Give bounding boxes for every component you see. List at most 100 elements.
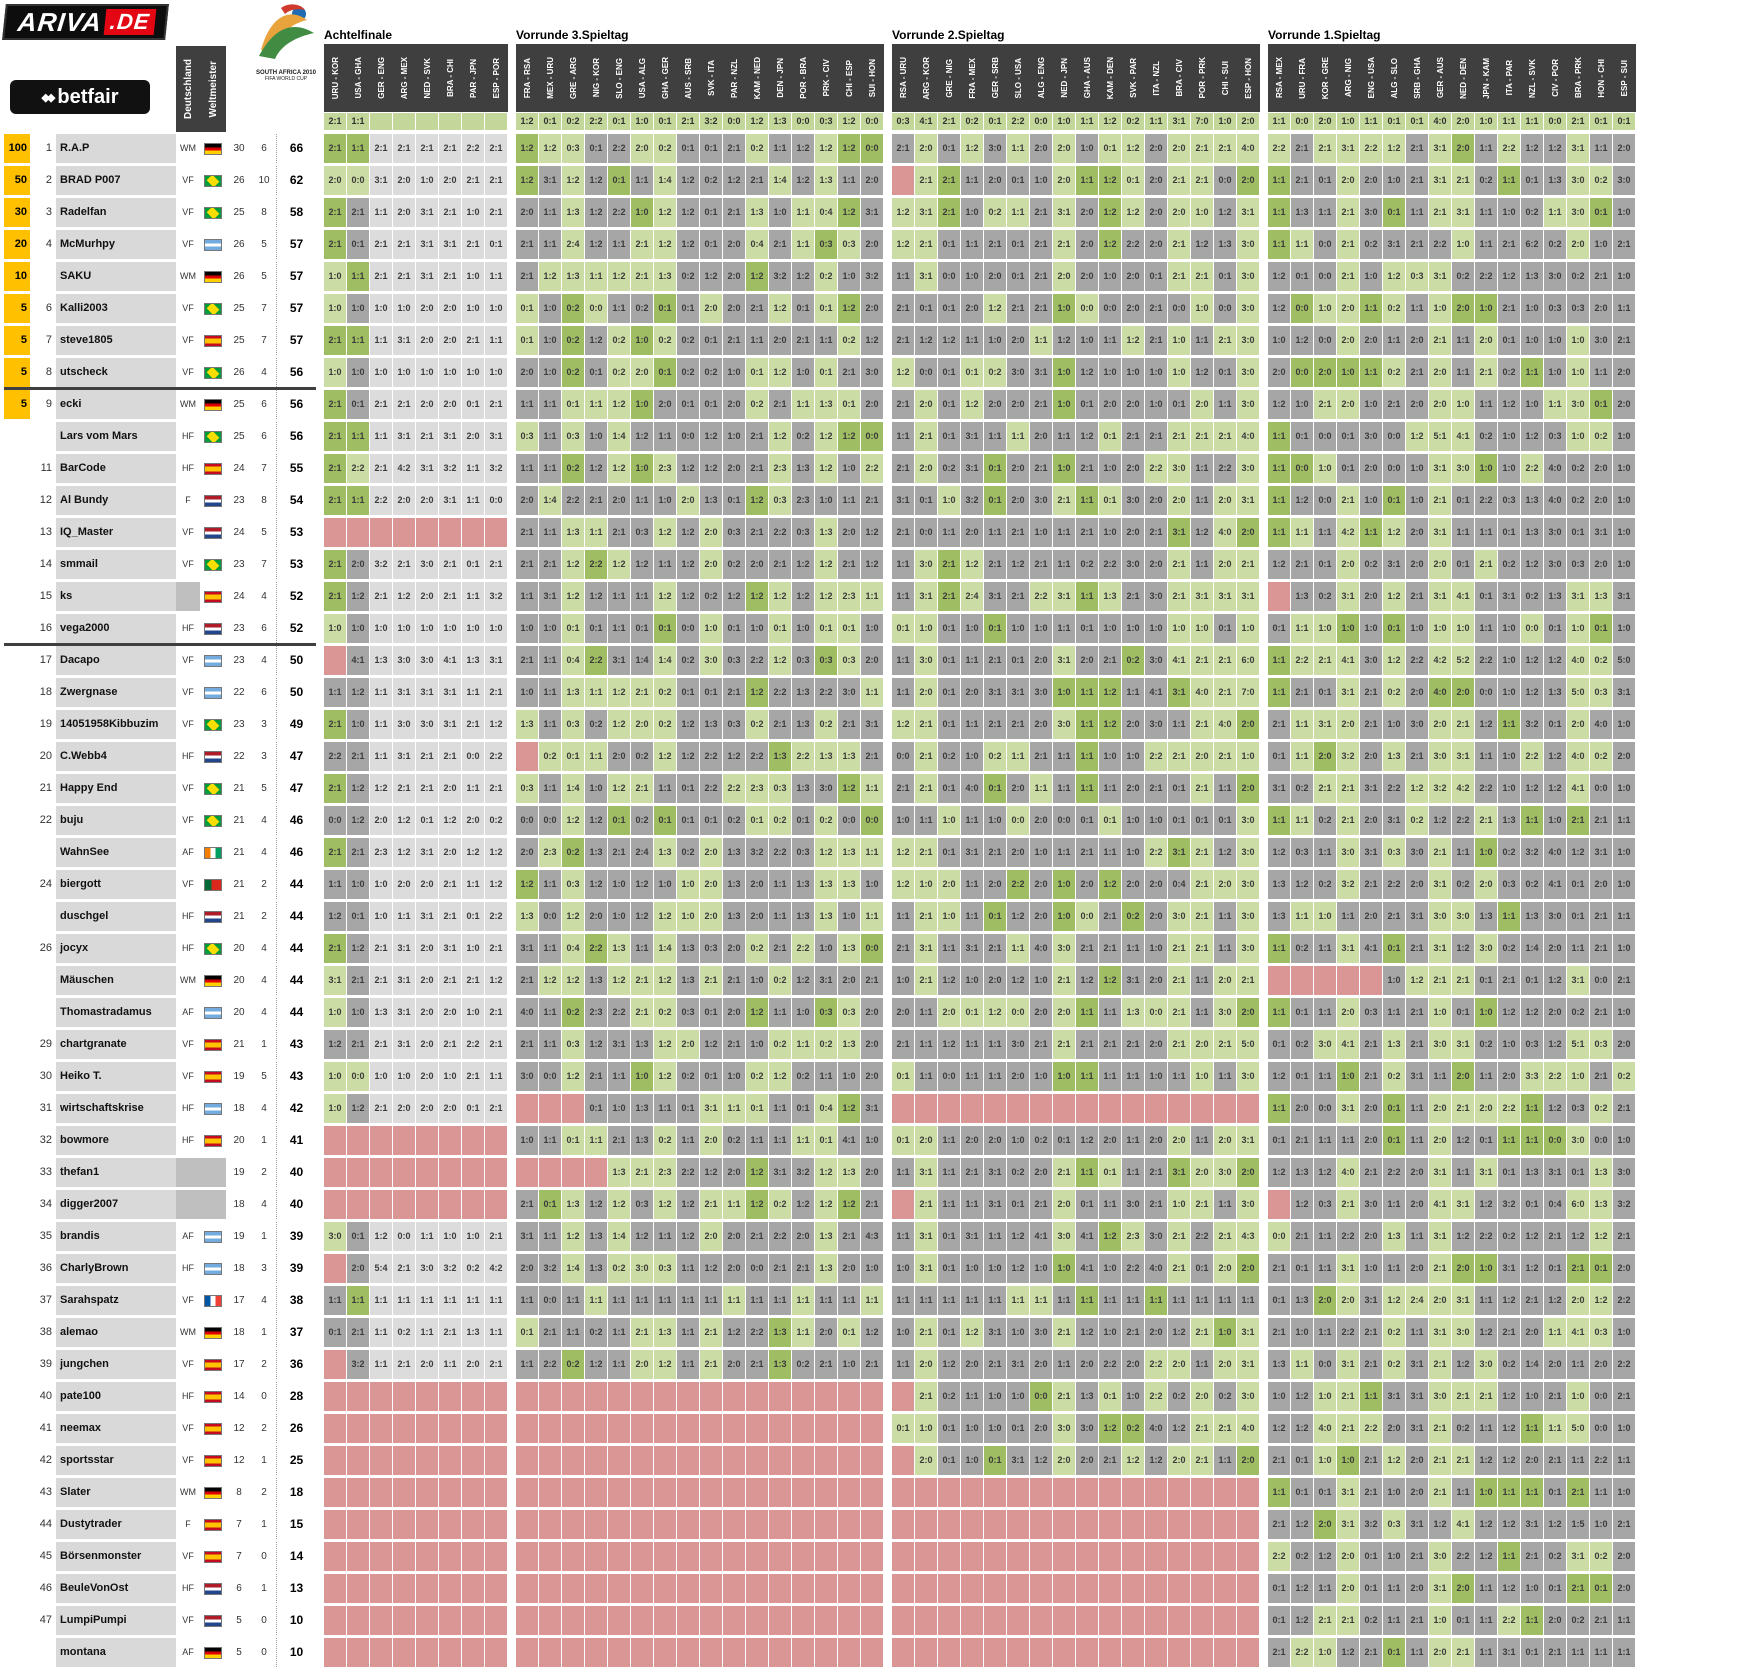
player-name[interactable]: WahnSee (56, 838, 176, 867)
player-name[interactable]: Heiko T. (56, 1062, 176, 1091)
prediction-cell (516, 1158, 538, 1187)
prediction-cell: 1:1 (585, 1126, 607, 1155)
player-name[interactable]: Lars vom Mars (56, 422, 176, 451)
player-name[interactable]: steve1805 (56, 326, 176, 355)
player-name[interactable]: Sarahspatz (56, 1286, 176, 1315)
player-name[interactable]: jungchen (56, 1350, 176, 1379)
player-name[interactable]: IQ_Master (56, 518, 176, 547)
player-name[interactable]: BarCode (56, 454, 176, 483)
prediction-cell: 1:0 (1099, 1318, 1121, 1347)
prediction-cell (370, 1638, 392, 1667)
player-name[interactable]: brandis (56, 1222, 176, 1251)
prediction-cell: 1:0 (485, 358, 507, 387)
prediction-cell: 0:2 (585, 1318, 607, 1347)
prediction-cell: 1:3 (815, 166, 837, 195)
betfair-logo[interactable]: ◆◆ betfair (10, 80, 150, 114)
player-name[interactable]: Thomastradamus (56, 998, 176, 1027)
player-name[interactable]: biergott (56, 870, 176, 899)
prediction-cell: 2:1 (769, 390, 791, 419)
player-name[interactable]: wirtschaftskrise (56, 1094, 176, 1123)
prediction-cell: 1:1 (861, 582, 883, 611)
player-name[interactable]: jocyx (56, 934, 176, 963)
player-name[interactable]: ecki (56, 390, 176, 419)
prediction-cell (1053, 1574, 1075, 1603)
prediction-cell: 1:0 (631, 390, 653, 419)
player-name[interactable]: Dacapo (56, 646, 176, 675)
player-name[interactable]: Slater (56, 1478, 176, 1507)
prediction-cell: 2:0 (1237, 1158, 1259, 1187)
prediction-cell: 1:2 (892, 230, 914, 259)
prediction-cell: 3:0 (393, 646, 415, 675)
player-name[interactable]: Zwergnase (56, 678, 176, 707)
player-name[interactable]: SAKU (56, 262, 176, 291)
player-name[interactable]: C.Webb4 (56, 742, 176, 771)
player-name[interactable]: BRAD P007 (56, 166, 176, 195)
prediction-cell: 1:1 (961, 1190, 983, 1219)
prediction-cell: 2:0 (700, 902, 722, 931)
player-name[interactable]: R.A.P (56, 134, 176, 163)
prediction-cell: 2:0 (1567, 1286, 1589, 1315)
player-name[interactable]: Dustytrader (56, 1510, 176, 1539)
player-name[interactable]: ks (56, 582, 176, 611)
prediction-cell: 3:1 (416, 454, 438, 483)
player-name[interactable]: digger2007 (56, 1190, 176, 1219)
prediction-cell: 0:3 (1590, 678, 1612, 707)
ariva-logo[interactable]: ARIVA .DE (2, 4, 169, 40)
prediction-cell: 2:1 (1590, 806, 1612, 835)
prediction-cell (516, 1094, 538, 1123)
prediction-cell (961, 1638, 983, 1667)
prediction-cell: 1:0 (1291, 1318, 1313, 1347)
player-name[interactable]: utscheck (56, 358, 176, 387)
prediction-cell: 2:1 (1191, 710, 1213, 739)
player-name[interactable]: chartgranate (56, 1030, 176, 1059)
prediction-cell: 1:2 (585, 582, 607, 611)
prediction-cell: 1:0 (585, 422, 607, 451)
player-rank: 3 (45, 206, 52, 218)
player-name[interactable]: alemao (56, 1318, 176, 1347)
player-name[interactable]: Radelfan (56, 198, 176, 227)
player-name[interactable]: BeuleVonOst (56, 1574, 176, 1603)
points-col-2: 1 (261, 1583, 267, 1594)
prediction-cell: 1:0 (1544, 806, 1566, 835)
player-name[interactable]: neemax (56, 1414, 176, 1443)
player-name[interactable]: Mäuschen (56, 966, 176, 995)
player-name[interactable]: McMurhpy (56, 230, 176, 259)
player-name[interactable]: CharlyBrown (56, 1254, 176, 1283)
player-name[interactable]: vega2000 (56, 614, 176, 643)
prediction-cell: 0:1 (585, 614, 607, 643)
prediction-cell: 1:1 (1268, 1094, 1290, 1123)
prediction-cell: 1:1 (1544, 198, 1566, 227)
prediction-cell: 0:1 (984, 902, 1006, 931)
prediction-cell: 1:3 (585, 1254, 607, 1283)
prediction-cell: 1:0 (1544, 326, 1566, 355)
player-name[interactable]: pate100 (56, 1382, 176, 1411)
player-name[interactable]: Al Bundy (56, 486, 176, 515)
prediction-cell (1191, 1478, 1213, 1507)
player-name[interactable]: montana (56, 1638, 176, 1667)
prediction-cell: 4:1 (838, 1126, 860, 1155)
player-name[interactable]: buju (56, 806, 176, 835)
player-name[interactable]: thefan1 (56, 1158, 176, 1187)
prediction-cell: 2:0 (938, 998, 960, 1027)
prediction-cell: 0:1 (1337, 454, 1359, 483)
weltmeister-flag (200, 1478, 226, 1507)
prize-badge (4, 902, 30, 931)
deutschland-pick: WM (180, 399, 196, 409)
prediction-cell: 2:1 (608, 838, 630, 867)
prediction-cell: 2:1 (915, 742, 937, 771)
player-name[interactable]: bowmore (56, 1126, 176, 1155)
player-name[interactable]: duschgel (56, 902, 176, 931)
player-name[interactable]: smmail (56, 550, 176, 579)
prediction-block: 2:1 1:1 1:1 3:1 2:0 2:0 2:1 1:1 (324, 326, 508, 355)
prediction-cell: 2:0 (1076, 1446, 1098, 1475)
player-name[interactable]: 14051958Kibbuzim (56, 710, 176, 739)
player-name[interactable]: LumpiPumpi (56, 1606, 176, 1635)
prediction-cell: 0:1 (1007, 1414, 1029, 1443)
player-name[interactable]: Happy End (56, 774, 176, 803)
prediction-cell: 2:1 (1053, 230, 1075, 259)
player-name[interactable]: Börsenmonster (56, 1542, 176, 1571)
player-name[interactable]: Kalli2003 (56, 294, 176, 323)
prediction-cell: 2:0 (416, 486, 438, 515)
prediction-cell: 1:2 (1291, 870, 1313, 899)
player-name[interactable]: sportsstar (56, 1446, 176, 1475)
